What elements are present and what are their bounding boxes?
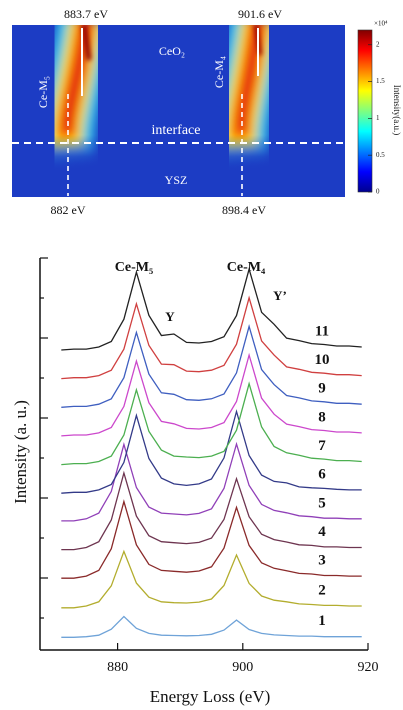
ysz-region [12, 135, 345, 197]
peak-label: 883.7 eV [64, 7, 108, 21]
peak-annotation: Y’ [273, 288, 287, 303]
colorbar-tick-label: 1.5 [376, 77, 385, 85]
spectrum-line [61, 549, 362, 609]
spectrum-line [61, 381, 362, 466]
edge-label: Ce-M₄ [212, 56, 226, 88]
colorbar-tick-label: 1 [376, 114, 380, 122]
peak-annotation: Y [165, 309, 175, 324]
series-label: 6 [318, 466, 326, 482]
colorbar [357, 29, 373, 193]
spectrum-line [61, 295, 362, 380]
spectrum-line [61, 615, 362, 638]
peak-annotation: Ce-M₄ [227, 260, 266, 275]
series-label: 5 [318, 495, 326, 511]
region-label: CeO₂ [159, 44, 185, 58]
x-tick-label: 880 [107, 660, 128, 675]
peak-label: 901.6 eV [238, 7, 282, 21]
series-label: 8 [318, 409, 326, 425]
spectrum-line [61, 323, 362, 408]
series-label: 9 [318, 381, 326, 397]
y-axis-ticks [40, 257, 48, 619]
series-label: 1 [318, 613, 326, 629]
spectrum-line [61, 409, 362, 494]
spectrum-line [61, 266, 362, 351]
x-tick-label: 900 [232, 660, 253, 675]
y-axis-label: Intensity (a. u.) [11, 400, 30, 504]
onset-label: 898.4 eV [222, 203, 266, 217]
colorbar-label: Intensity(a.u.) [392, 85, 402, 135]
spectrum-line [61, 352, 362, 437]
x-axis-label: Energy Loss (eV) [150, 687, 271, 706]
x-tick-label: 920 [358, 660, 379, 675]
colorbar-tick-label: 0.5 [376, 151, 385, 159]
series-label: 7 [318, 438, 326, 454]
region-label: YSZ [165, 173, 188, 187]
series-label: 2 [318, 582, 326, 598]
colorbar-tick-label: 2 [376, 40, 380, 48]
spectrum-line [61, 470, 362, 551]
series-label: 3 [318, 553, 326, 569]
spectrum-line [61, 441, 362, 522]
series-label: 4 [318, 524, 326, 540]
colorbar-exponent: ×10⁴ [374, 20, 388, 28]
region-label: interface [152, 123, 201, 138]
series-label: 11 [315, 323, 329, 339]
edge-label: Ce-M₅ [36, 76, 50, 108]
spectrum-line [61, 499, 362, 579]
series-label: 10 [315, 352, 330, 368]
colorbar-tick-label: 0 [376, 188, 380, 196]
peak-annotation: Ce-M₅ [115, 260, 153, 275]
onset-label: 882 eV [51, 203, 86, 217]
